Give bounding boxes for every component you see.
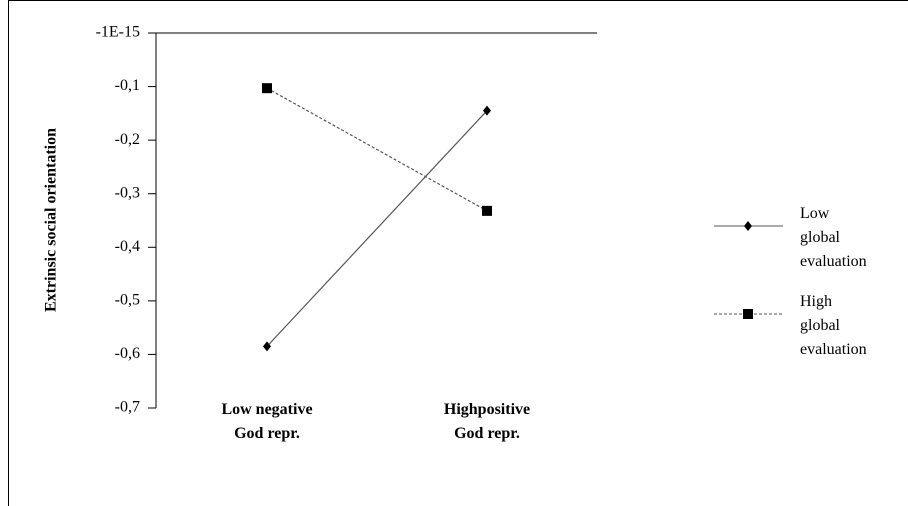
legend-label: High global evaluation <box>800 293 867 358</box>
y-tick-label: -0,5 <box>115 292 140 309</box>
marker <box>743 309 753 319</box>
marker <box>482 205 492 216</box>
marker <box>744 221 752 231</box>
marker <box>263 341 271 352</box>
series-line <box>266 87 488 212</box>
y-tick-label: -0,2 <box>115 131 140 148</box>
y-tick-label: -0,7 <box>115 399 140 416</box>
marker <box>262 83 272 94</box>
y-axis-title: Extrinsic social orientation <box>43 128 60 312</box>
series-line <box>266 110 488 347</box>
x-tick-label: Highpositive God repr. <box>444 401 530 442</box>
y-tick-label: -0,3 <box>115 184 140 201</box>
y-tick-label: -0,6 <box>115 345 140 362</box>
y-tick-label: -0,1 <box>115 77 140 94</box>
x-tick-label: Low negative God repr. <box>221 401 312 442</box>
marker <box>483 105 491 116</box>
y-tick-label: -0,4 <box>115 238 140 255</box>
y-tick-label: -1E-15 <box>96 24 140 41</box>
legend-label: Low global evaluation <box>800 205 867 270</box>
